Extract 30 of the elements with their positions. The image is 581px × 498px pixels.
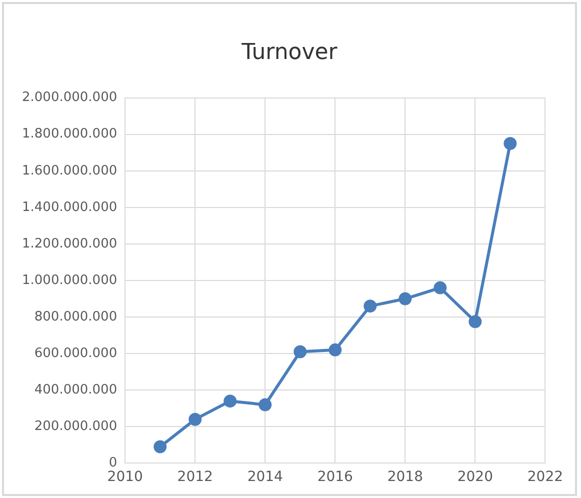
y-tick-label: 1.400.000.000 bbox=[22, 200, 118, 215]
y-tick-label: 1.600.000.000 bbox=[22, 163, 118, 178]
x-tick-label: 2014 bbox=[247, 469, 284, 486]
point bbox=[434, 281, 447, 294]
x-tick-label: 2010 bbox=[107, 469, 143, 486]
point bbox=[294, 345, 307, 358]
point bbox=[398, 292, 412, 306]
y-tick-label: 200.000.000 bbox=[34, 419, 118, 434]
x-tick-label: 2022 bbox=[527, 469, 564, 486]
y-tick-label: 800.000.000 bbox=[34, 309, 118, 324]
point bbox=[468, 315, 482, 328]
x-tick-label: 2012 bbox=[177, 469, 213, 486]
point bbox=[328, 343, 342, 356]
chart-title: Turnover bbox=[240, 40, 338, 65]
point bbox=[224, 394, 237, 408]
y-tick-label: 2.000.000.000 bbox=[22, 90, 118, 106]
point bbox=[154, 440, 167, 454]
y-tick-label: 600.000.000 bbox=[34, 346, 118, 361]
point bbox=[364, 300, 377, 313]
point bbox=[504, 136, 517, 150]
point bbox=[258, 398, 272, 412]
y-tick-label: 1.000.000.000 bbox=[22, 272, 118, 288]
y-tick-label: 0 bbox=[108, 456, 118, 471]
x-tick-label: 2016 bbox=[317, 469, 354, 486]
point bbox=[188, 412, 202, 426]
y-tick-label: 400.000.000 bbox=[34, 382, 118, 398]
x-tick-label: 2018 bbox=[387, 469, 423, 486]
y-tick-label: 1.200.000.000 bbox=[22, 236, 118, 252]
x-tick-label: 2020 bbox=[457, 469, 493, 486]
y-tick-label: 1.800.000.000 bbox=[22, 126, 118, 142]
